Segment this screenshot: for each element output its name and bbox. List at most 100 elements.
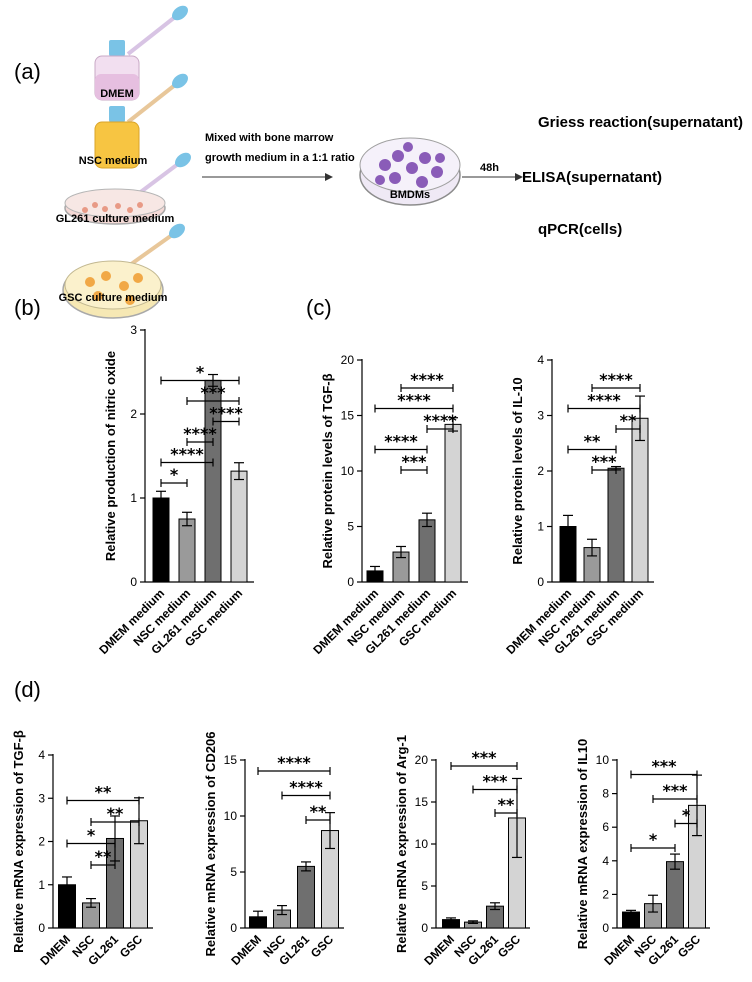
significance-label: ** xyxy=(107,804,124,823)
panel-label-a: (a) xyxy=(14,59,41,84)
y-tick-label: 15 xyxy=(415,795,429,809)
y-tick-label: 10 xyxy=(224,809,238,823)
dish-gl261-icon xyxy=(64,188,166,225)
significance-label: * xyxy=(682,806,691,825)
y-tick-label: 0 xyxy=(421,921,428,935)
category-label: DMEM xyxy=(37,932,73,968)
y-tick-label: 10 xyxy=(596,753,610,767)
panel-label-c: (c) xyxy=(306,295,332,320)
y-tick-label: 15 xyxy=(224,753,238,767)
significance-label: **** xyxy=(410,370,444,389)
y-tick-label: 3 xyxy=(130,323,137,337)
significance-label: *** xyxy=(482,772,508,791)
significance-label: **** xyxy=(183,424,217,443)
significance-label: ** xyxy=(498,795,515,814)
y-tick-label: 1 xyxy=(130,491,137,505)
category-label: GSC xyxy=(675,932,704,961)
y-tick-label: 20 xyxy=(415,753,429,767)
chart-arg1-mrna: 0 5 10 15 20 Relative mRNA expression of Arg-… xyxy=(394,735,530,968)
mix-text-line2: growth medium in a 1:1 ratio xyxy=(205,152,355,164)
y-tick-label: 1 xyxy=(38,878,45,892)
category-label: GSC xyxy=(117,932,146,961)
y-tick-label: 8 xyxy=(602,787,609,801)
significance-label: **** xyxy=(384,432,418,451)
y-tick-label: 2 xyxy=(130,407,137,421)
significance-label: **** xyxy=(423,411,457,430)
category-label: GSC xyxy=(495,932,524,961)
y-axis-title: Relative mRNA expression of CD206 xyxy=(203,732,218,957)
bar xyxy=(631,417,649,583)
y-axis-title: Relative mRNA expression of Arg-1 xyxy=(394,735,409,953)
y-tick-label: 5 xyxy=(230,865,237,879)
bar xyxy=(418,519,436,583)
panel-label-b: (b) xyxy=(14,295,41,320)
chart-tgfb-protein: 0 5 10 15 20 Relative protein levels of TGF-β… xyxy=(310,353,468,657)
bar xyxy=(622,911,640,929)
y-tick-label: 5 xyxy=(421,879,428,893)
y-tick-label: 0 xyxy=(230,921,237,935)
significance-label: **** xyxy=(599,370,633,389)
y-tick-label: 20 xyxy=(341,353,355,367)
significance-label: **** xyxy=(170,445,204,464)
y-tick-label: 2 xyxy=(38,835,45,849)
significance-label: * xyxy=(196,363,205,382)
bar xyxy=(152,497,170,583)
panel-label-d: (d) xyxy=(14,677,41,702)
significance-label: ** xyxy=(95,847,112,866)
y-tick-label: 6 xyxy=(602,820,609,834)
y-tick-label: 3 xyxy=(537,409,544,423)
significance-label: *** xyxy=(591,452,617,471)
mix-text-line1: Mixed with bone marrow xyxy=(205,132,334,144)
significance-label: **** xyxy=(587,391,621,410)
significance-label: **** xyxy=(277,753,311,772)
y-tick-label: 10 xyxy=(341,464,355,478)
significance-label: ** xyxy=(620,411,637,430)
media-label-gl261: GL261 culture medium xyxy=(56,213,175,225)
significance-label: * xyxy=(170,465,179,484)
significance-label: ** xyxy=(584,432,601,451)
significance-label: **** xyxy=(289,778,323,797)
y-tick-label: 0 xyxy=(537,575,544,589)
y-tick-label: 0 xyxy=(602,921,609,935)
bar xyxy=(230,470,248,583)
pipette-icon xyxy=(126,5,188,56)
y-tick-label: 2 xyxy=(537,464,544,478)
y-tick-label: 4 xyxy=(537,353,544,367)
significance-label: **** xyxy=(397,391,431,410)
y-axis-title: Relative production of nitric oxide xyxy=(103,351,118,561)
output-qpcr: qPCR(cells) xyxy=(538,221,622,238)
y-tick-label: 10 xyxy=(415,837,429,851)
y-axis-title: Relative mRNA expression of TGF-β xyxy=(11,730,26,953)
significance-label: *** xyxy=(200,383,226,402)
y-tick-label: 3 xyxy=(38,791,45,805)
pipette-icon xyxy=(126,73,188,124)
significance-label: **** xyxy=(209,404,243,423)
bar xyxy=(297,865,315,929)
y-tick-label: 4 xyxy=(38,748,45,762)
significance-label: ** xyxy=(310,802,327,821)
bottle-dmem-icon xyxy=(94,40,140,101)
bar xyxy=(178,518,196,583)
y-tick-label: 15 xyxy=(341,409,355,423)
output-griess: Griess reaction(supernatant) xyxy=(538,114,743,131)
y-axis-title: Relative mRNA expression of IL10 xyxy=(575,739,590,949)
media-label-dmem: DMEM xyxy=(100,88,134,100)
y-axis-title: Relative protein levels of TGF-β xyxy=(320,373,335,568)
significance-label: * xyxy=(87,826,96,845)
bmdm-dish-icon xyxy=(359,137,461,206)
y-tick-label: 2 xyxy=(602,887,609,901)
media-label-nsc: NSC medium xyxy=(79,155,148,167)
schematic: DMEM NSC medium GL261 culture medium xyxy=(56,5,743,319)
chart-tgfb-mrna: 0 1 2 3 4 Relative mRNA expression of TGF-β DM… xyxy=(11,730,153,968)
y-tick-label: 4 xyxy=(602,854,609,868)
bar xyxy=(607,467,625,583)
chart-cd206-mrna: 0 5 10 15 Relative mRNA expression of CD206 D… xyxy=(203,732,344,968)
significance-label: *** xyxy=(662,781,688,800)
y-tick-label: 5 xyxy=(347,520,354,534)
significance-label: * xyxy=(649,830,658,849)
bottle-nsc-icon xyxy=(94,106,140,169)
category-label: GSC xyxy=(308,932,337,961)
